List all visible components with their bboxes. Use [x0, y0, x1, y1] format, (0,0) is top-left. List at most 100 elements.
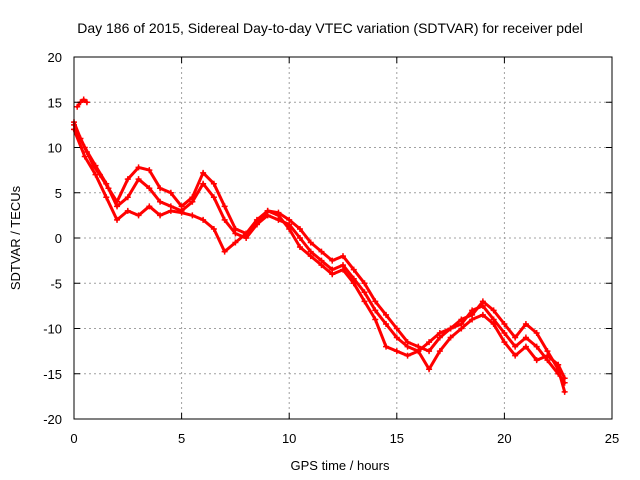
data-point: [221, 216, 228, 223]
y-tick-labels: -20 -15 -10 -5 0 5 10 15 20: [43, 50, 62, 427]
data-traces: [71, 96, 568, 395]
data-point: [103, 180, 110, 187]
y-tick-label: -15: [43, 367, 62, 382]
chart-title: Day 186 of 2015, Sidereal Day-to-day VTE…: [77, 20, 583, 36]
x-tick-label: 15: [390, 431, 404, 446]
data-point: [135, 164, 142, 171]
data-point: [296, 235, 303, 241]
data-point: [561, 375, 568, 382]
data-point: [135, 212, 142, 219]
data-point: [522, 334, 529, 341]
data-point: [275, 212, 282, 219]
data-point: [221, 248, 228, 255]
data-point: [146, 185, 153, 192]
series-trace-4: [74, 96, 90, 110]
series-line: [72, 127, 567, 380]
data-point: [296, 225, 303, 232]
data-point: [522, 343, 529, 350]
data-point: [200, 216, 207, 223]
data-point: [124, 176, 131, 183]
data-point: [479, 311, 486, 318]
data-point: [469, 316, 476, 323]
data-point: [533, 330, 540, 337]
data-point: [447, 334, 454, 341]
data-point: [210, 194, 217, 201]
data-point: [74, 103, 81, 110]
x-tick-labels: 0 5 10 15 20 25: [70, 431, 619, 446]
x-tick-label: 5: [178, 431, 185, 446]
data-point: [189, 212, 196, 219]
data-point: [372, 298, 379, 305]
data-point: [243, 230, 250, 237]
data-point: [512, 343, 519, 350]
data-point: [426, 348, 433, 355]
y-tick-label: -20: [43, 412, 62, 427]
y-tick-label: 5: [55, 186, 62, 201]
data-point: [383, 320, 390, 327]
y-tick-label: 0: [55, 231, 62, 246]
data-point: [189, 198, 196, 205]
data-point: [167, 207, 174, 214]
x-tick-label: 10: [282, 431, 296, 446]
data-point: [404, 343, 411, 350]
data-point: [533, 343, 540, 350]
data-point: [544, 352, 551, 359]
data-point: [80, 96, 87, 103]
data-point: [157, 198, 164, 205]
grid-lines: [74, 57, 612, 419]
data-point: [372, 307, 379, 314]
series-line: [72, 123, 567, 385]
data-point: [393, 334, 400, 341]
data-point: [340, 266, 346, 273]
data-point: [393, 325, 400, 332]
x-tick-label: 25: [605, 431, 619, 446]
data-point: [436, 348, 443, 355]
y-tick-label: -5: [50, 276, 62, 291]
data-point: [372, 316, 379, 323]
data-point: [479, 302, 486, 309]
data-point: [350, 266, 357, 273]
x-tick-label: 0: [70, 431, 77, 446]
data-point: [329, 257, 336, 264]
data-point: [167, 189, 174, 196]
data-point: [522, 320, 529, 327]
data-point: [512, 352, 519, 359]
data-point: [361, 289, 368, 296]
data-point: [361, 280, 368, 287]
data-point: [501, 330, 508, 337]
data-point: [490, 320, 497, 327]
data-point: [490, 307, 497, 314]
data-point: [200, 169, 207, 176]
data-point: [81, 153, 88, 160]
x-axis-label: GPS time / hours: [291, 458, 390, 473]
data-point: [415, 348, 422, 355]
data-point: [124, 207, 131, 214]
y-tick-label: 10: [48, 141, 62, 156]
data-point: [264, 207, 271, 214]
y-tick-label: 20: [48, 50, 62, 65]
data-point: [561, 388, 568, 395]
data-point: [436, 330, 443, 337]
data-point: [92, 162, 99, 169]
data-point: [253, 216, 260, 223]
y-axis-label: SDTVAR / TECUs: [8, 185, 23, 290]
data-point: [135, 176, 142, 183]
series-line: [75, 98, 89, 109]
data-point: [555, 370, 562, 377]
axis-ticks: [73, 56, 613, 420]
data-point: [533, 357, 540, 364]
data-point: [286, 225, 293, 232]
data-point: [501, 320, 508, 327]
data-point: [361, 298, 368, 305]
y-tick-label: 15: [48, 95, 62, 110]
y-tick-label: -10: [43, 322, 62, 337]
data-point: [157, 185, 164, 192]
data-point: [340, 253, 346, 260]
data-point: [329, 271, 336, 278]
data-point: [114, 203, 121, 210]
data-point: [146, 167, 153, 174]
data-point: [307, 239, 314, 246]
series-trace-2: [71, 121, 568, 386]
data-point: [383, 343, 390, 350]
